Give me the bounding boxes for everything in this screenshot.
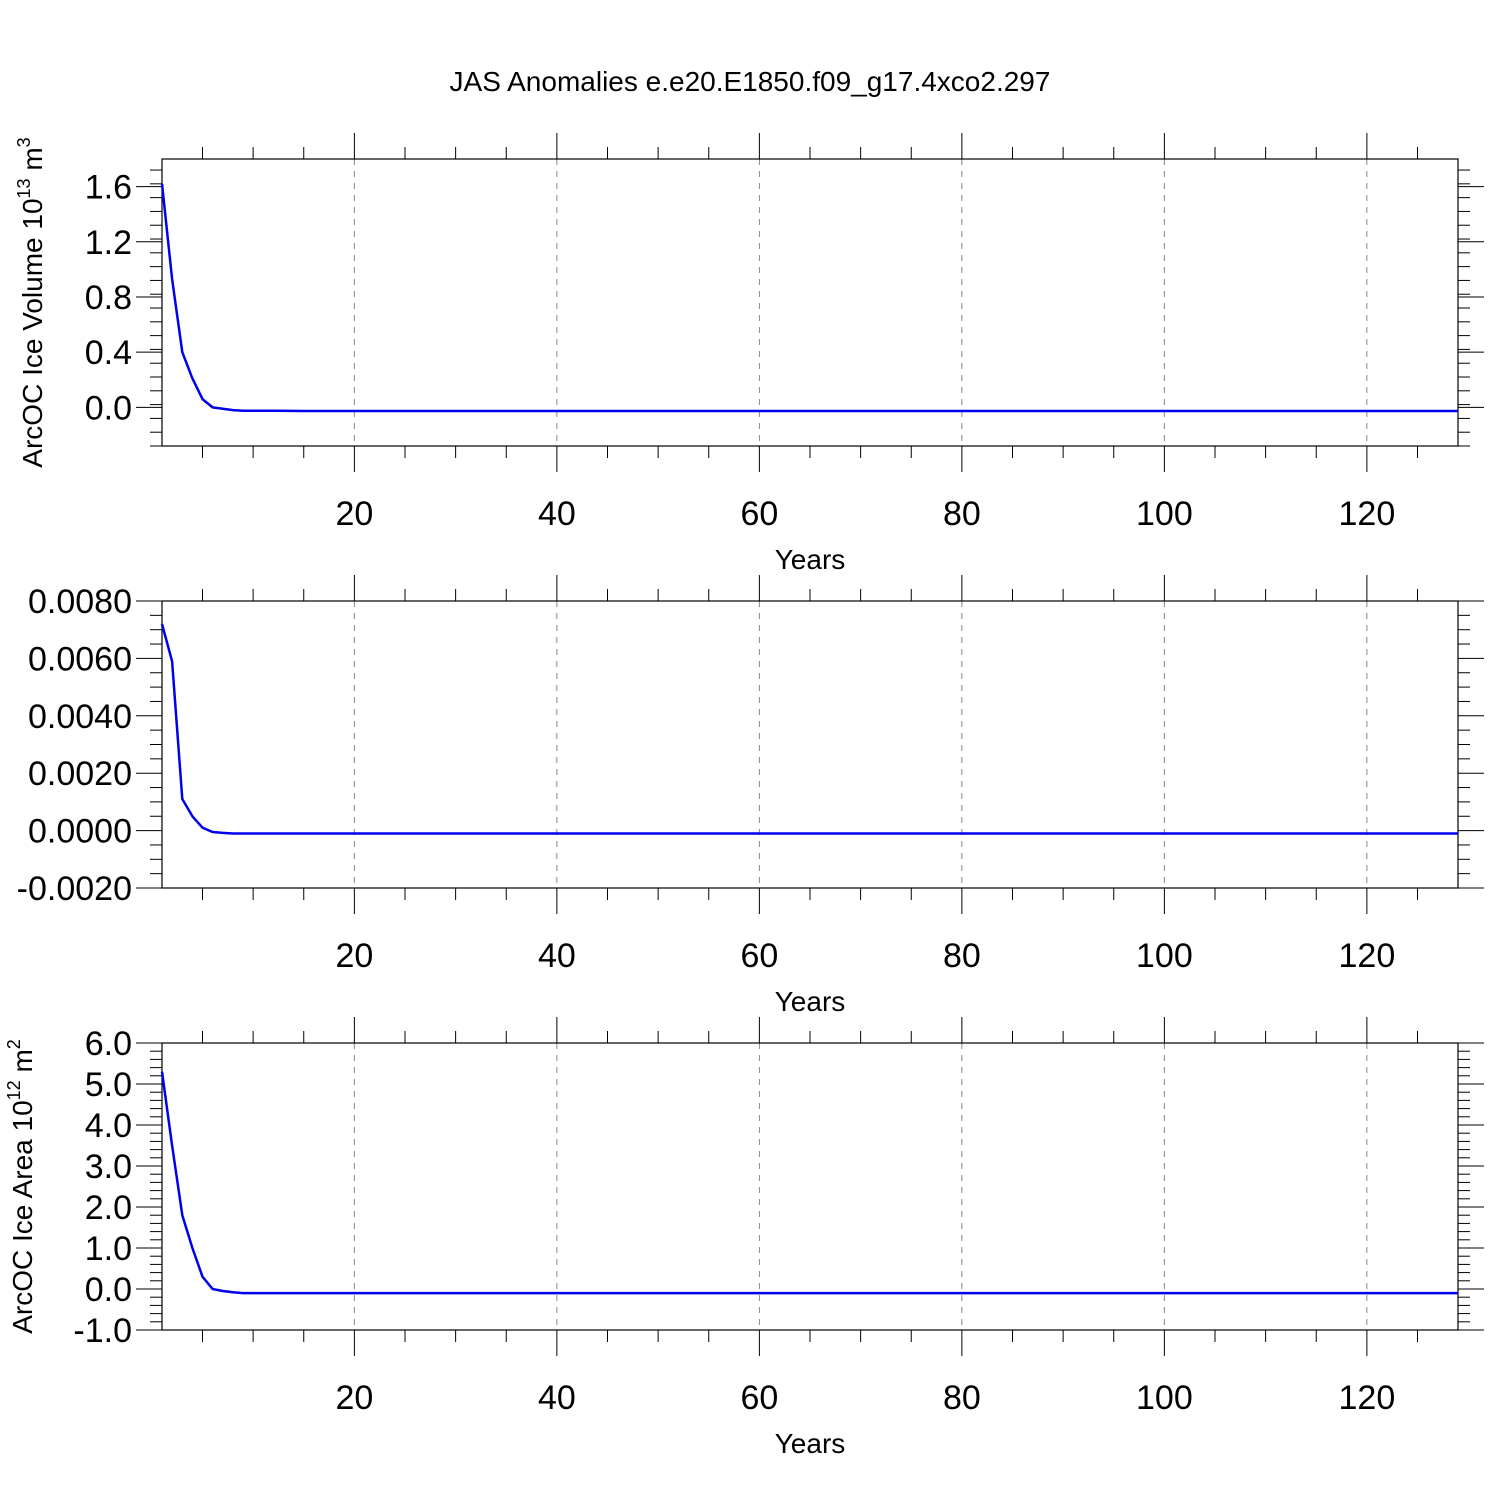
x-tick-label: 120 <box>1339 937 1396 975</box>
y-axis-label-part: ArcOC Ice Volume 10 <box>17 198 48 467</box>
y-tick-label: -1.0 <box>73 1312 132 1350</box>
series-line <box>160 1071 1458 1295</box>
y-tick-label: 6.0 <box>85 1025 132 1063</box>
x-tick-label: 100 <box>1136 1379 1193 1417</box>
x-tick-label: 20 <box>335 937 373 975</box>
y-tick-label: 5.0 <box>85 1066 132 1104</box>
y-axis-label: ArcOC Ice Area 1012 m2 <box>4 1039 38 1334</box>
y-tick-label: 0.0000 <box>28 813 132 851</box>
y-tick-label: 3.0 <box>85 1148 132 1186</box>
x-tick-label: 40 <box>538 937 576 975</box>
y-tick-label: 0.0 <box>85 1271 132 1309</box>
y-tick-label: 1.2 <box>85 224 132 262</box>
y-axis-label-superscript: 13 <box>14 178 34 198</box>
y-tick-label: 1.6 <box>85 169 132 207</box>
y-axis-label-superscript: 2 <box>4 1039 24 1049</box>
x-tick-label: 20 <box>335 495 373 533</box>
y-tick-label: -0.0020 <box>17 870 132 908</box>
y-tick-label: 0.0020 <box>28 755 132 793</box>
y-tick-label: 1.0 <box>85 1230 132 1268</box>
y-axis-label-superscript: 12 <box>4 1080 24 1100</box>
y-tick-label: 0.0 <box>85 389 132 427</box>
y-tick-label: 2.0 <box>85 1189 132 1227</box>
y-tick-label: 0.4 <box>85 334 132 372</box>
x-tick-label: 100 <box>1136 937 1193 975</box>
y-axis-label-part: ArcOC Ice Area 10 <box>7 1100 38 1333</box>
y-axis-label-part: m <box>7 1049 38 1080</box>
y-tick-label: 0.8 <box>85 279 132 317</box>
x-tick-label: 40 <box>538 495 576 533</box>
y-axis-label-part: m <box>17 147 48 178</box>
x-axis-label: Years <box>775 544 846 575</box>
x-tick-label: 80 <box>943 1379 981 1417</box>
x-tick-label: 60 <box>740 495 778 533</box>
y-axis-label-superscript: 3 <box>14 137 34 147</box>
x-axis-label: Years <box>775 1428 846 1459</box>
x-tick-label: 80 <box>943 495 981 533</box>
y-tick-label: 4.0 <box>85 1107 132 1145</box>
y-tick-label: 0.0080 <box>28 583 132 621</box>
x-tick-label: 100 <box>1136 495 1193 533</box>
plot-frame <box>161 158 1459 447</box>
x-tick-label: 60 <box>740 937 778 975</box>
x-tick-label: 20 <box>335 1379 373 1417</box>
chart-title: JAS Anomalies e.e20.E1850.f09_g17.4xco2.… <box>450 66 1051 97</box>
y-tick-label: 0.0040 <box>28 698 132 736</box>
x-axis-label: Years <box>775 986 846 1017</box>
y-axis-label: ArcOC Ice Volume 1013 m3 <box>14 137 48 467</box>
plot-frame <box>161 1042 1459 1331</box>
x-tick-label: 120 <box>1339 1379 1396 1417</box>
x-tick-label: 40 <box>538 1379 576 1417</box>
x-tick-label: 60 <box>740 1379 778 1417</box>
y-tick-label: 0.0060 <box>28 640 132 678</box>
x-tick-label: 80 <box>943 937 981 975</box>
x-tick-label: 120 <box>1339 495 1396 533</box>
plot-frame <box>161 600 1459 889</box>
series-line <box>160 623 1458 835</box>
series-line <box>160 183 1458 413</box>
